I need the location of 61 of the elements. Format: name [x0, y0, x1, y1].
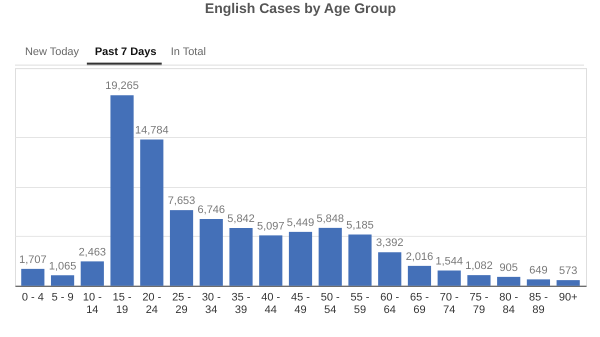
x-tick-label: 85 - 89 — [528, 291, 548, 316]
data-label: 2,463 — [78, 246, 106, 258]
bar — [438, 270, 461, 286]
x-tick-label: 75 - 79 — [470, 291, 489, 316]
bar — [378, 252, 402, 286]
chart-title: English Cases by Age Group — [204, 0, 396, 16]
data-label: 1,065 — [48, 260, 76, 272]
data-label: 3,392 — [376, 237, 404, 250]
data-label: 19,265 — [105, 80, 139, 92]
text: New Today — [24, 46, 80, 58]
x-tick-label: 5 - 9 — [52, 291, 74, 304]
x-tick-label: 0 - 4 — [22, 291, 44, 304]
x-tick-label: 80 - 84 — [499, 291, 518, 316]
x-tick-label: 65 - 69 — [410, 291, 430, 316]
data-label: 5,842 — [227, 213, 255, 226]
x-tick-label: 40 - 44 — [261, 291, 281, 316]
bar — [200, 219, 223, 286]
bar — [229, 228, 253, 286]
x-tick-label: 70 - 74 — [440, 291, 460, 316]
data-label: 1,544 — [435, 256, 463, 268]
x-tick-label: 25 - 29 — [172, 291, 192, 316]
x-tick-label: 60 - 64 — [380, 291, 400, 316]
data-label: 1,707 — [19, 254, 47, 266]
bar — [348, 234, 372, 286]
bar — [21, 268, 44, 286]
bar — [556, 280, 580, 286]
data-label: 5,848 — [316, 212, 344, 225]
bar — [140, 140, 164, 286]
x-tick-label: 15 - 19 — [112, 291, 132, 316]
bar — [526, 279, 550, 286]
data-label: 1,082 — [465, 260, 493, 272]
bar — [318, 228, 342, 286]
data-label: 2,016 — [406, 250, 434, 263]
data-label: 7,653 — [168, 195, 196, 208]
data-label: 573 — [559, 265, 578, 278]
bar — [80, 261, 104, 286]
data-label: 5,185 — [346, 220, 374, 232]
data-label: 5,449 — [286, 216, 314, 229]
x-tick-label: 10 - 14 — [82, 291, 102, 316]
x-tick-label: 30 - 34 — [202, 291, 222, 316]
data-label: 14,784 — [135, 124, 169, 137]
bar — [408, 266, 432, 286]
x-tick-label: 90+ — [558, 291, 578, 304]
data-label: 649 — [529, 264, 548, 276]
x-tick-label: 45 - 49 — [291, 291, 310, 316]
bar — [467, 275, 491, 286]
data-label: 6,746 — [198, 204, 225, 216]
data-label: 5,097 — [257, 220, 284, 232]
x-tick-label: 35 - 39 — [232, 291, 251, 316]
bar — [50, 275, 74, 286]
x-tick-label: 55 - 59 — [350, 291, 370, 316]
bar — [259, 235, 282, 286]
x-tick-label: 20 - 24 — [142, 291, 162, 316]
bar — [497, 276, 520, 286]
bar — [170, 210, 194, 286]
text: In Total — [170, 46, 206, 58]
data-label: 905 — [500, 262, 518, 274]
text: Past 7 Days — [94, 46, 156, 58]
bar — [288, 232, 312, 286]
bar — [110, 95, 134, 286]
x-tick-label: 50 - 54 — [320, 291, 340, 316]
